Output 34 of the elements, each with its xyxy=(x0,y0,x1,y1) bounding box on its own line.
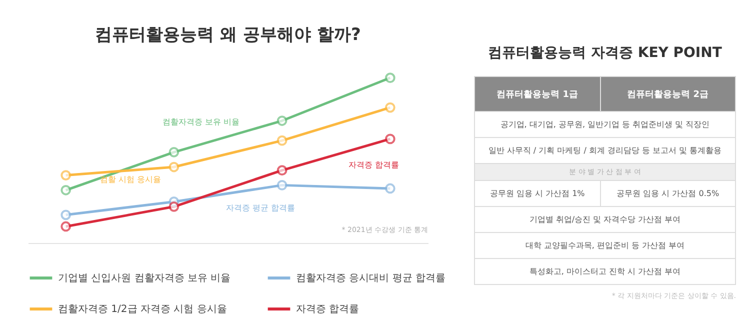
point xyxy=(60,210,72,220)
point xyxy=(60,170,72,180)
point xyxy=(384,102,396,113)
point xyxy=(168,162,180,172)
text: 공무원 임용 시 가산점 0.5% xyxy=(600,180,736,206)
point xyxy=(168,146,180,158)
text: 공기업, 대기업, 공무원, 일반기업 등 취업준비생 및 직장인 xyxy=(474,112,736,138)
annotation: 컴활 시험 응시율 xyxy=(100,175,162,184)
legend-label: 컴활자격증 응시대비 평균 합격률 xyxy=(296,273,446,284)
point xyxy=(276,180,288,190)
text: 일반 사무직 / 기획 마케팅 / 회계 경리담당 등 보고서 및 통계활용 xyxy=(474,138,736,164)
point xyxy=(276,165,288,176)
annotation: 컴활자격증 보유 비율 xyxy=(162,117,240,126)
text: 기업별 취업/승진 및 자격수당 가산점 부여 xyxy=(474,206,736,232)
annotation: 자격증 평균 합격률 xyxy=(226,203,295,212)
point xyxy=(60,221,72,232)
point xyxy=(276,116,288,126)
legend-label: 자격증 합격률 xyxy=(296,304,360,315)
text: 대학 교양필수과목, 편입준비 등 가산점 부여 xyxy=(474,232,736,258)
text: 공무원 임용 시 가산점 1% xyxy=(474,180,600,206)
legend-label: 컴활자격증 1/2급 자격증 시험 응시율 xyxy=(58,304,227,315)
point xyxy=(384,183,396,194)
point xyxy=(168,201,180,212)
legend-label: 기업별 신입사원 컴활자격증 보유 비율 xyxy=(58,273,231,284)
point xyxy=(384,134,396,144)
point xyxy=(384,72,396,83)
point xyxy=(276,135,288,146)
chart-title: 컴퓨터활용능력 왜 공부해야 할까? xyxy=(95,25,361,45)
annotation: 자격증 합격률 xyxy=(348,160,400,170)
text: 특성화고, 마이스터고 진학 시 가산점 부여 xyxy=(474,258,736,284)
text: 컴퓨터활용능력 자격증 KEY POINT xyxy=(487,44,723,62)
point xyxy=(60,184,72,196)
text: 컴퓨터활용능력 1급 xyxy=(474,76,600,112)
text: 컴퓨터활용능력 2급 xyxy=(600,76,736,112)
